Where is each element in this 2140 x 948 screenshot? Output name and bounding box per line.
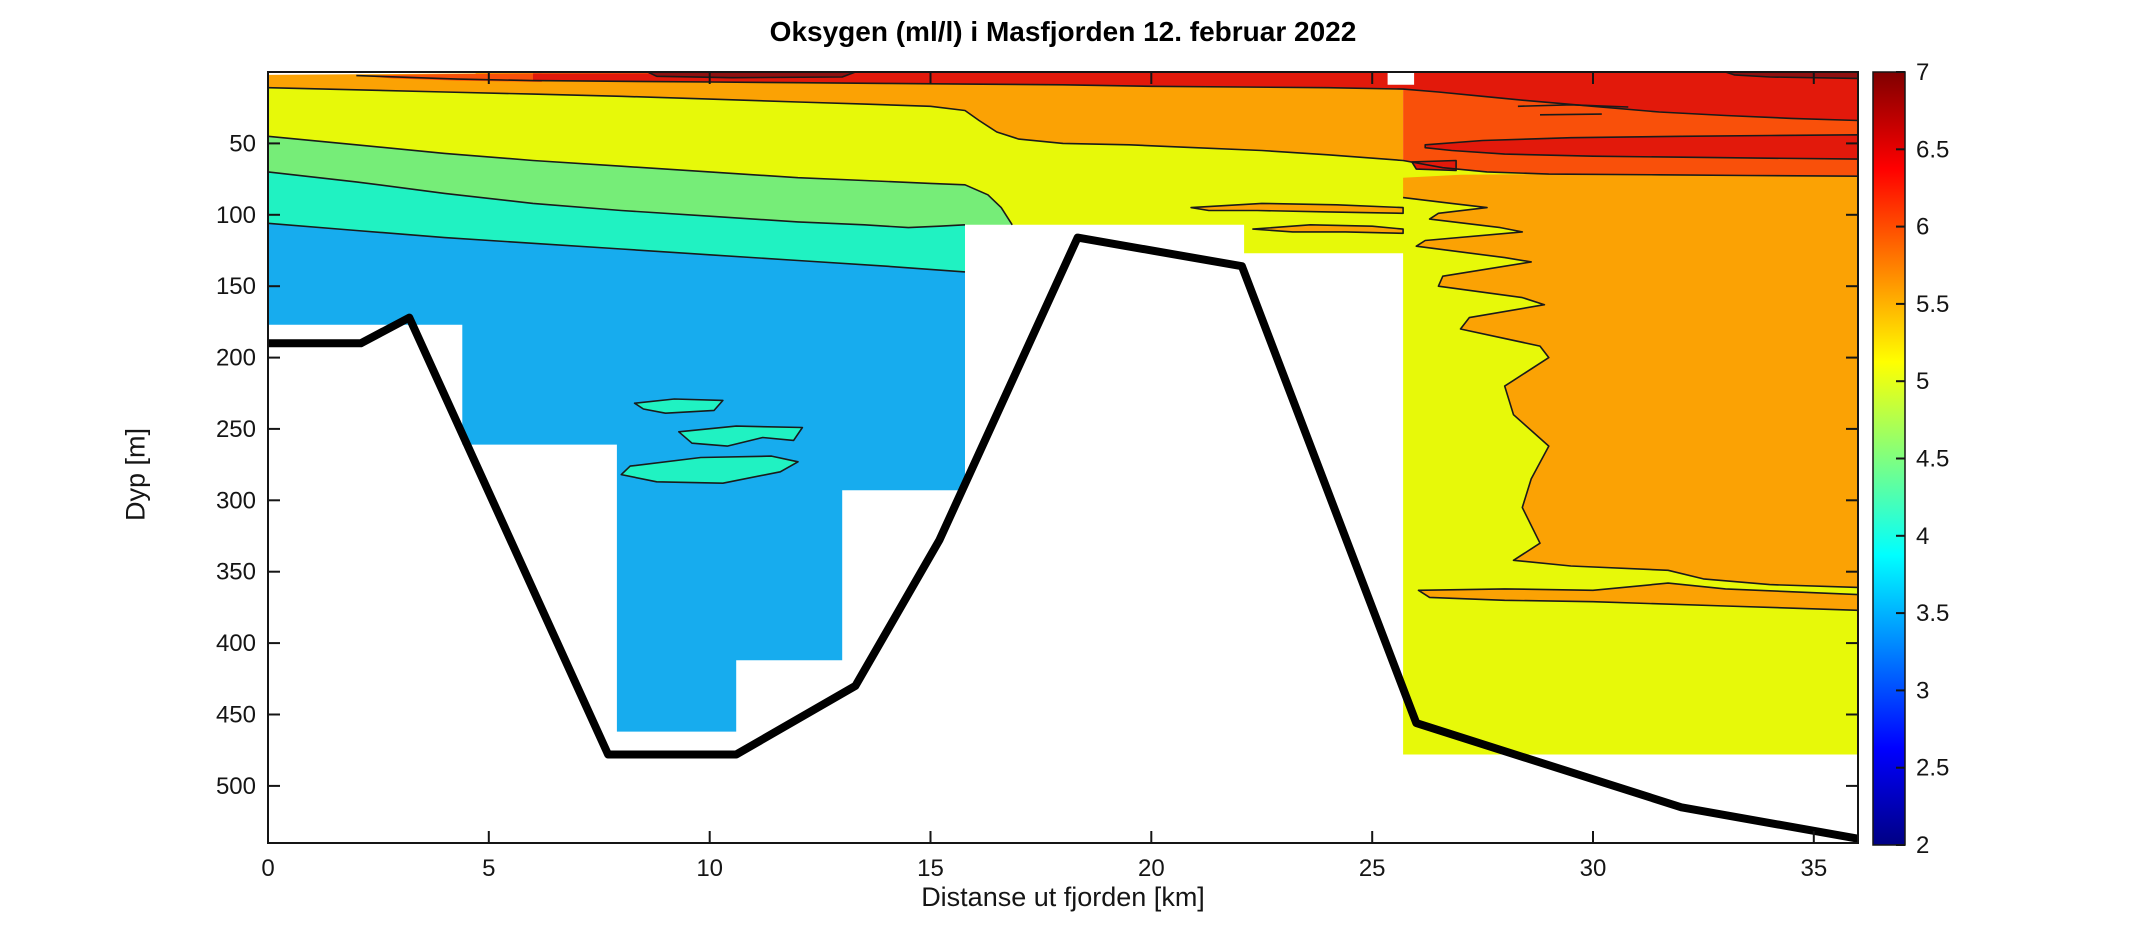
y-tick-label: 50: [229, 130, 256, 157]
x-tick-label: 5: [482, 855, 495, 882]
contour-redband-streak-2: [1539, 113, 1602, 116]
y-tick-label: 400: [216, 630, 256, 657]
region-deep-basin-blue: [268, 223, 965, 732]
region-right-orange-finger: [1417, 582, 1858, 612]
contour-green-turquoise: [268, 171, 966, 229]
region-sill-orange-streak-b: [1252, 224, 1404, 235]
colorbar-tick-label: 4.5: [1916, 446, 1949, 473]
region-basin-turquoise-blob-3: [620, 455, 799, 485]
region-right-red-lens: [1424, 134, 1858, 160]
contour-field: [268, 72, 1858, 843]
region-sill-orange-streak-a: [1190, 202, 1404, 215]
colorbar-tick-label: 4: [1916, 523, 1929, 550]
region-darkred-sliver-left: [646, 72, 857, 79]
colorbar-tick-label: 7: [1916, 59, 1929, 86]
plot-frame: [267, 71, 1859, 844]
y-tick-label: 300: [216, 487, 256, 514]
region-basin-turquoise-blob-2: [677, 425, 804, 447]
region-surface-white-notch: [1387, 72, 1415, 85]
colorbar-tick-label: 6.5: [1916, 136, 1949, 163]
x-tick-label: 30: [1580, 855, 1607, 882]
region-right-deep-orange: [1403, 174, 1858, 588]
contour-turquoise-blue: [268, 222, 966, 273]
tick-labels: 0 5 10 15 20 25 30 35 50 100 150 200 250 300 350 400 450…: [216, 130, 1827, 882]
region-surface-red-strip: [533, 72, 1858, 121]
region-yellow-base: [268, 87, 1858, 755]
y-tick-label: 250: [216, 416, 256, 443]
x-tick-label: 20: [1138, 855, 1165, 882]
x-tick-label: 35: [1800, 855, 1827, 882]
contour-yellow-green: [268, 135, 1013, 226]
x-axis-label: Distanse ut fjorden [km]: [921, 882, 1205, 912]
region-green-band: [268, 136, 1013, 228]
colorbar: 2 2.5 3 3.5 4 4.5 5 5.5 6 6.5 7: [1872, 59, 1949, 859]
y-tick-label: 200: [216, 345, 256, 372]
colorbar-tick-label: 5.5: [1916, 291, 1949, 318]
region-basin-turquoise-blob-1: [633, 398, 724, 415]
y-tick-label: 150: [216, 273, 256, 300]
region-turquoise-band: [268, 171, 965, 272]
bottom-profile-line: [268, 233, 1858, 843]
plot-title: Oksygen (ml/l) i Masfjorden 12. februar …: [769, 16, 1357, 47]
colorbar-tick-label: 2: [1916, 832, 1929, 859]
y-tick-label: 350: [216, 559, 256, 586]
colorbar-tick-label: 3.5: [1916, 600, 1949, 627]
x-tick-label: 25: [1359, 855, 1386, 882]
colorbar-tick-label: 5: [1916, 368, 1929, 395]
y-tick-label: 450: [216, 702, 256, 729]
colorbar-tick-label: 2.5: [1916, 755, 1949, 782]
axes: [267, 71, 1859, 844]
contour-orange-yellow: [268, 86, 1858, 177]
contour-redband-streak-1: [1517, 104, 1629, 108]
x-tick-label: 15: [917, 855, 944, 882]
x-tick-label: 0: [261, 855, 274, 882]
contour-red-bottom: [356, 74, 1858, 122]
colorbar-tick-label: 3: [1916, 677, 1929, 704]
y-tick-label: 500: [216, 773, 256, 800]
contour-right-orange-edge: [1403, 196, 1858, 589]
x-tick-label: 10: [696, 855, 723, 882]
y-tick-label: 100: [216, 202, 256, 229]
colorbar-tick-label: 6: [1916, 214, 1929, 241]
